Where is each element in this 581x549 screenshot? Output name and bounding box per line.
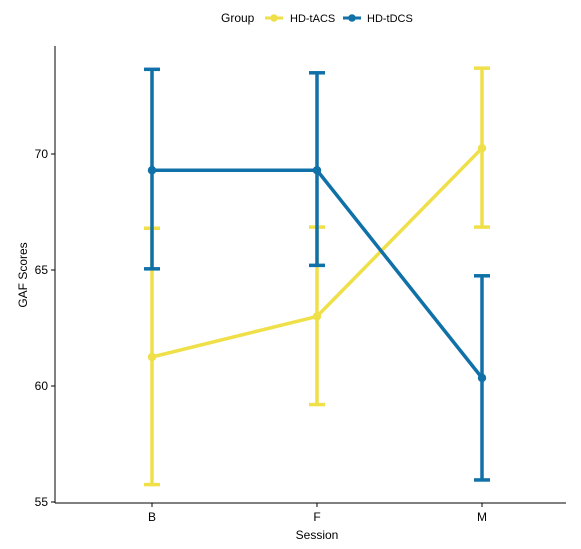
y-axis-label: GAF Scores [16, 242, 30, 307]
y-tick-label: 65 [35, 263, 49, 277]
x-tick-label: B [148, 510, 156, 524]
legend-key-hd-tdcs [343, 14, 361, 22]
y-tick-label: 60 [35, 379, 49, 393]
legend-label-hd-tacs: HD-tACS [290, 13, 335, 25]
series-layer [144, 66, 490, 487]
data-point [477, 144, 487, 153]
series-hd-tdcs [144, 67, 490, 482]
y-ticks: 55 60 65 70 [35, 147, 55, 509]
x-tick-label: F [313, 510, 320, 524]
legend-key-hd-tacs [265, 14, 283, 22]
legend-label-hd-tdcs: HD-tDCS [367, 13, 413, 25]
y-tick-label: 55 [35, 495, 49, 509]
x-tick-label: M [477, 510, 487, 524]
data-point [312, 166, 322, 175]
x-axis-label: Session [296, 528, 339, 542]
data-point [147, 166, 157, 175]
data-point [477, 373, 487, 383]
data-point [312, 312, 322, 321]
y-tick-label: 70 [35, 147, 49, 161]
legend: Group HD-tACS HD-tDCS [221, 11, 413, 25]
legend-title: Group [221, 11, 255, 25]
data-point [147, 352, 157, 362]
